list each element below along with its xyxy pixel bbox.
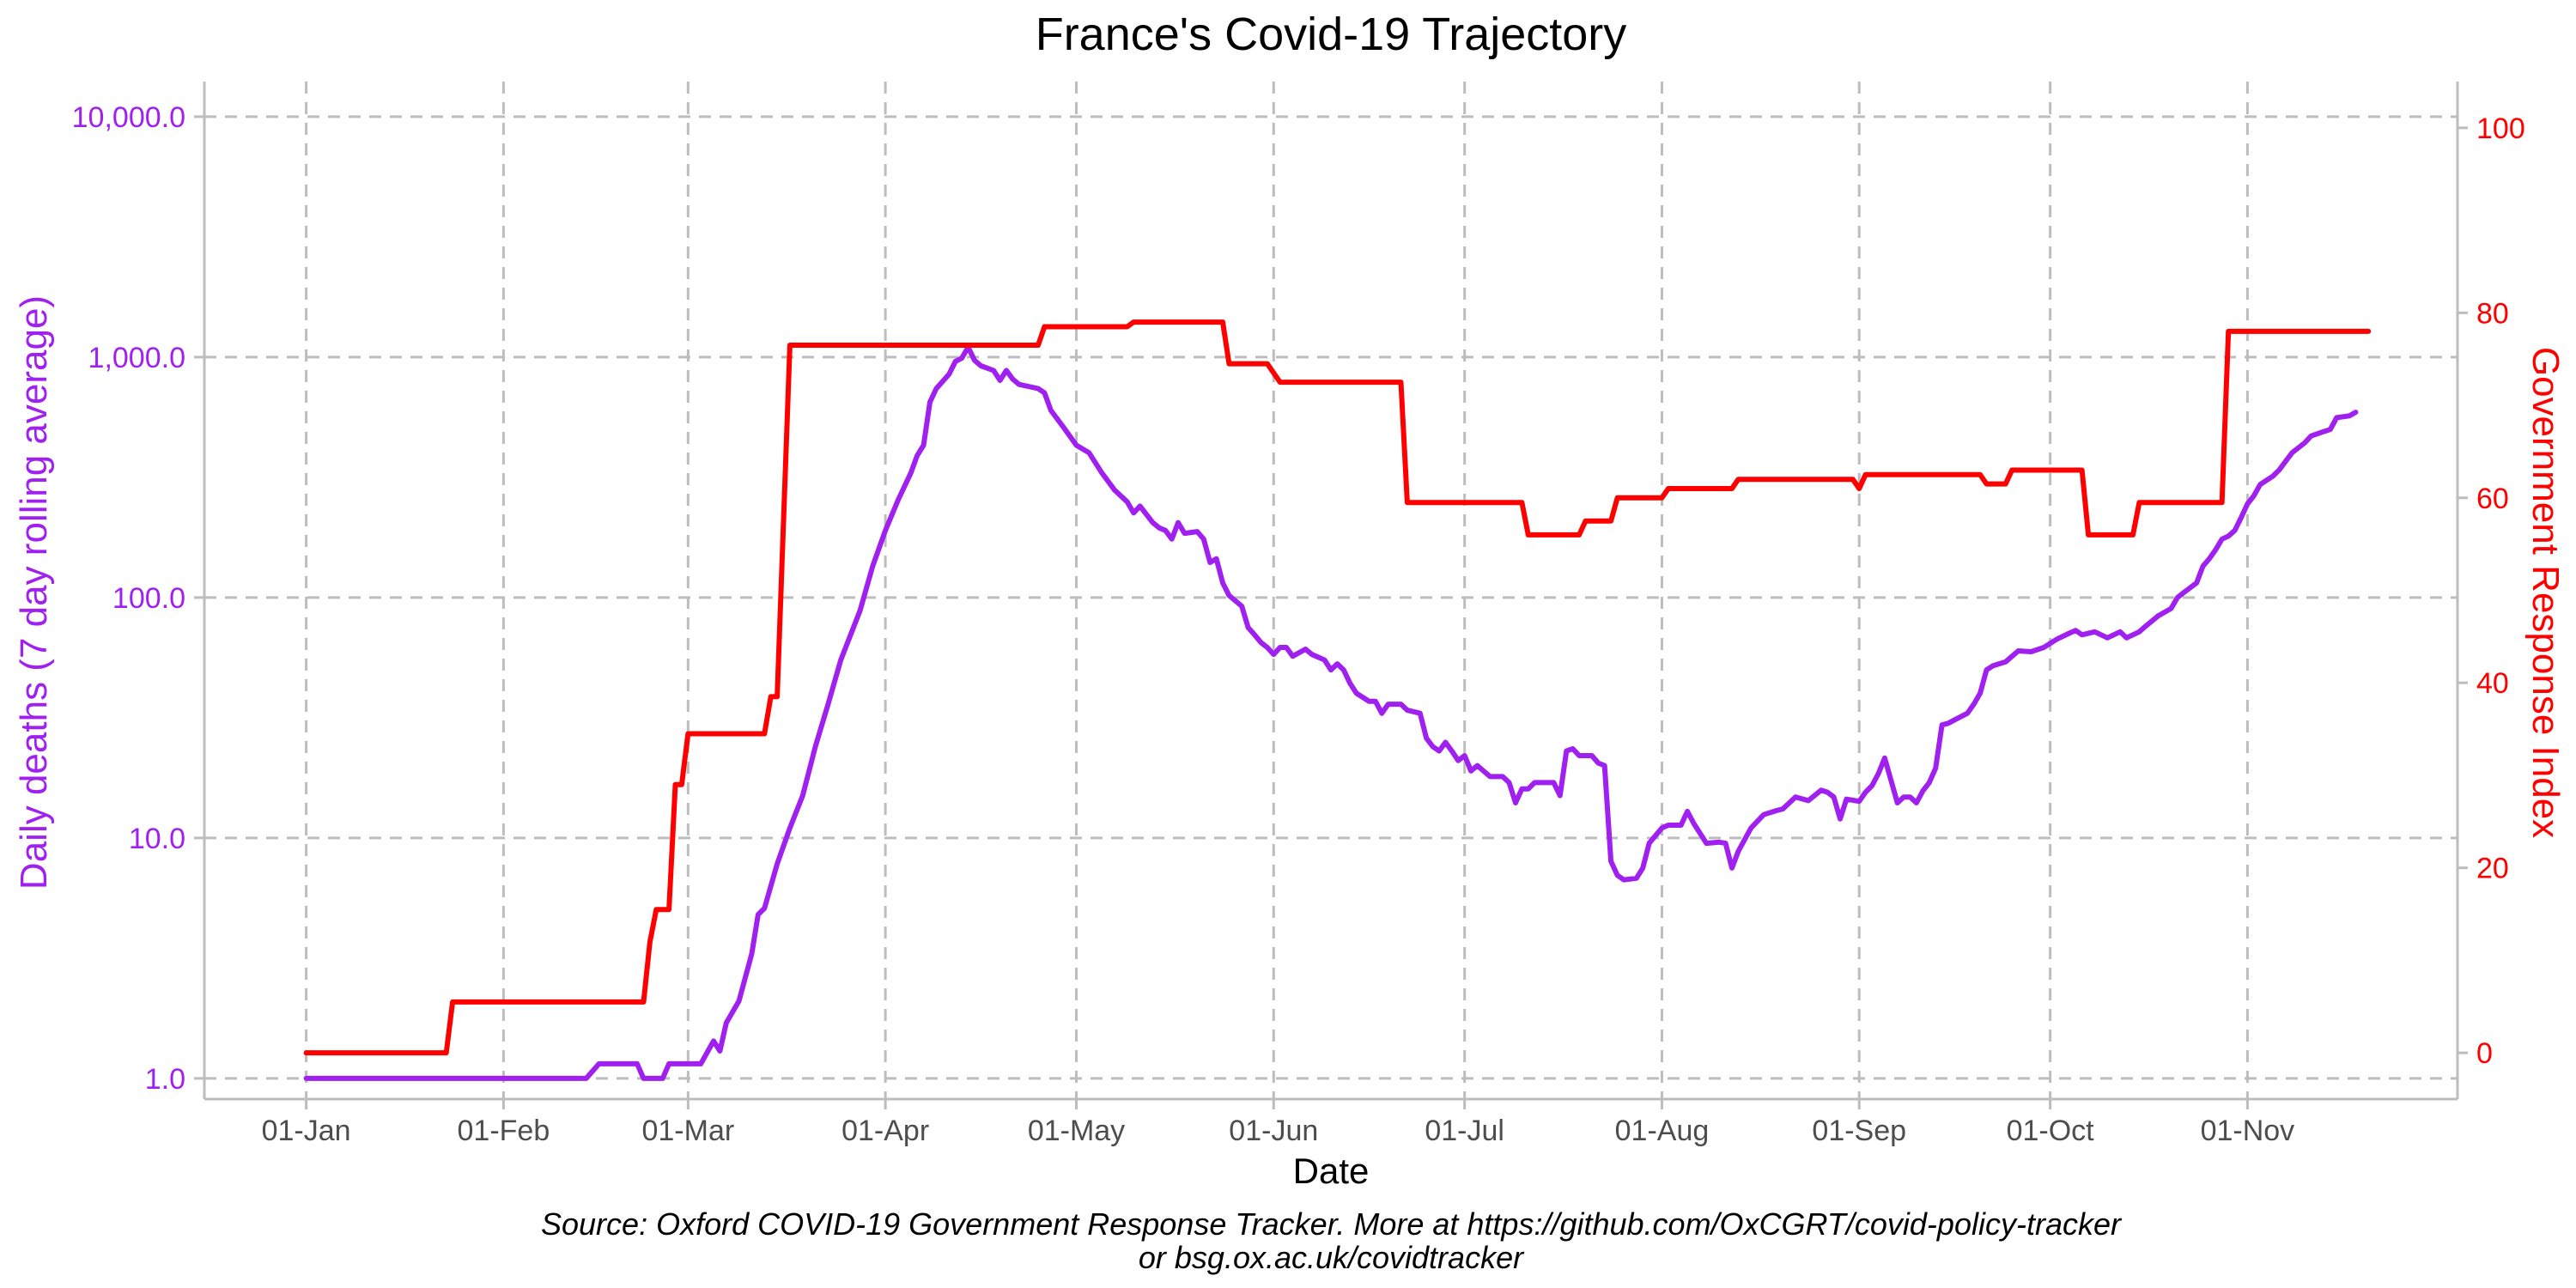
y-right-tick-label: 100 bbox=[2476, 112, 2525, 145]
chart-title: France's Covid-19 Trajectory bbox=[1036, 9, 1627, 60]
grid-lines bbox=[204, 82, 2458, 1099]
y-right-tick-label: 60 bbox=[2476, 483, 2509, 515]
x-tick-label: 01-Jun bbox=[1229, 1115, 1318, 1147]
series-layer bbox=[303, 319, 2372, 1081]
y-left-tick-label: 10,000.0 bbox=[72, 101, 185, 134]
caption-line-1: Source: Oxford COVID-19 Government Respo… bbox=[541, 1206, 2123, 1242]
y-right-tick-label: 40 bbox=[2476, 667, 2509, 700]
x-tick-label: 01-Apr bbox=[841, 1115, 929, 1147]
y-left-tick-label: 100.0 bbox=[112, 582, 185, 615]
x-tick-label: 01-Jul bbox=[1425, 1115, 1504, 1147]
caption-line-2: or bsg.ox.ac.uk/covidtracker bbox=[1139, 1240, 1525, 1275]
x-tick-label: 01-Sep bbox=[1812, 1115, 1906, 1147]
x-tick-label: 01-Feb bbox=[458, 1115, 550, 1147]
y-right-tick-label: 80 bbox=[2476, 297, 2509, 330]
tick-labels: 1.0 10.0 100.0 1,000.0 10,000.0 0 20 40 60 80 100 0… bbox=[72, 101, 2525, 1147]
y-axis-right-title: Government Response Index bbox=[2524, 347, 2567, 838]
x-axis-title: Date bbox=[1293, 1151, 1370, 1191]
x-tick-label: 01-Aug bbox=[1615, 1115, 1710, 1147]
y-right-tick-label: 0 bbox=[2476, 1037, 2493, 1070]
x-tick-label: 01-May bbox=[1028, 1115, 1125, 1147]
x-tick-label: 01-Nov bbox=[2201, 1115, 2295, 1147]
y-left-tick-label: 10.0 bbox=[129, 823, 185, 855]
y-axis-left-title: Daily deaths (7 day rolling average) bbox=[13, 295, 55, 890]
series-line-daily-deaths bbox=[303, 344, 2359, 1081]
series-line-government-response-index bbox=[303, 319, 2372, 1056]
x-tick-label: 01-Mar bbox=[641, 1115, 734, 1147]
y-left-tick-label: 1.0 bbox=[145, 1063, 185, 1096]
x-tick-label: 01-Oct bbox=[2007, 1115, 2095, 1147]
y-right-tick-label: 20 bbox=[2476, 853, 2509, 885]
axes bbox=[203, 82, 2459, 1101]
x-tick-label: 01-Jan bbox=[262, 1115, 351, 1147]
y-left-tick-label: 1,000.0 bbox=[88, 342, 185, 374]
